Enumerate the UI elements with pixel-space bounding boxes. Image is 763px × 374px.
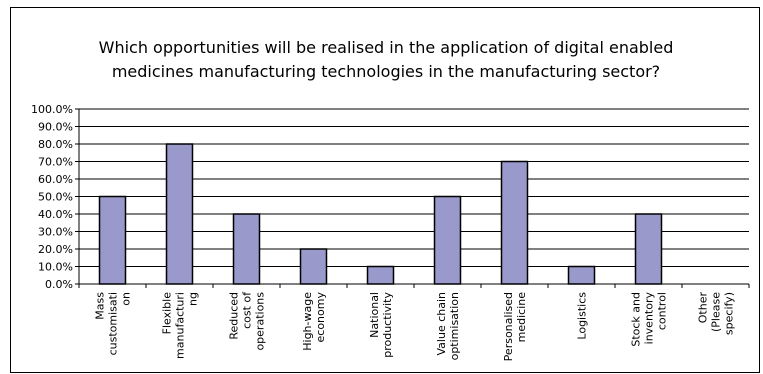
x-tick-label: High-wageeconomy: [301, 292, 327, 351]
x-tick-label-line: High-wage: [301, 292, 314, 351]
bar: [366, 265, 395, 285]
x-tick-label-line: National: [368, 292, 381, 338]
x-tick-label-line: manufacturi: [174, 292, 187, 359]
x-tick-label-line: inventory: [643, 292, 656, 345]
x-tick-label-line: Stock and: [630, 292, 643, 347]
bars: [98, 143, 663, 285]
bar: [634, 213, 663, 285]
y-tick-label: 20.0%: [38, 243, 73, 256]
x-tick-label-line: Logistics: [576, 292, 589, 340]
bar: [433, 195, 462, 285]
x-tick-label-line: (Please: [710, 292, 723, 332]
x-tick-label-line: Other: [697, 292, 710, 324]
x-tick-label-line: customisati: [107, 292, 120, 355]
x-axis-ticks: Masscustomisation Flexiblemanufacturing Re…: [94, 291, 736, 361]
x-tick-label-line: cost of: [241, 291, 254, 329]
x-tick-label-line: economy: [314, 292, 327, 343]
bar-chart: Which opportunities will be realised in …: [31, 38, 750, 361]
y-tick-label: 60.0%: [38, 173, 73, 186]
x-tick-label: Masscustomisation: [94, 292, 133, 356]
chart-title-line: medicines manufacturing technologies in …: [112, 62, 660, 81]
y-tick-label: 10.0%: [38, 261, 73, 274]
axes: [78, 109, 750, 288]
y-tick-label: 40.0%: [38, 208, 73, 221]
y-tick-label: 70.0%: [38, 156, 73, 169]
x-tick-label-line: productivity: [381, 292, 394, 358]
x-tick-label-line: Value chain: [435, 292, 448, 356]
x-tick-label-line: Flexible: [161, 292, 174, 335]
y-tick-label: 80.0%: [38, 138, 73, 151]
x-tick-label-line: Personalised: [502, 292, 515, 361]
x-tick-label-line: optimisation: [448, 292, 461, 360]
y-tick-label: 90.0%: [38, 121, 73, 134]
x-tick-label: Stock andinventorycontrol: [630, 292, 669, 347]
chart-title-line: Which opportunities will be realised in …: [99, 38, 674, 57]
x-tick-label: Reducedcost ofoperations: [228, 291, 267, 351]
y-axis-ticks: 0.0% 10.0% 20.0% 30.0% 40.0% 50.0% 60.0% 70.0% 8…: [31, 103, 73, 291]
chart-title: Which opportunities will be realised in …: [99, 38, 674, 81]
x-tick-label-line: specify): [723, 292, 736, 335]
x-tick-label-line: medicine: [515, 292, 528, 343]
bar: [567, 265, 596, 285]
x-tick-label-line: control: [656, 292, 669, 330]
x-tick-label-line: operations: [254, 292, 267, 351]
x-tick-label-line: on: [120, 292, 133, 306]
x-tick-label: Personalisedmedicine: [502, 292, 528, 362]
bar: [165, 143, 194, 285]
y-tick-label: 50.0%: [38, 191, 73, 204]
x-tick-label: Nationalproductivity: [368, 292, 394, 358]
x-tick-label: Value chainoptimisation: [435, 292, 461, 360]
x-tick-label-line: ng: [187, 292, 200, 306]
bar: [500, 160, 529, 285]
x-tick-label-line: Mass: [94, 292, 107, 320]
x-tick-label: Flexiblemanufacturing: [161, 292, 200, 359]
y-tick-label: 30.0%: [38, 226, 73, 239]
y-tick-label: 100.0%: [31, 103, 73, 116]
x-tick-label: Other(Pleasespecify): [697, 292, 736, 336]
chart-frame: Which opportunities will be realised in …: [10, 7, 760, 373]
x-tick-label: Logistics: [576, 292, 589, 340]
bar: [299, 248, 328, 285]
x-tick-label-line: Reduced: [228, 292, 241, 340]
bar: [232, 213, 261, 285]
bar: [98, 195, 127, 285]
y-tick-label: 0.0%: [45, 278, 73, 291]
